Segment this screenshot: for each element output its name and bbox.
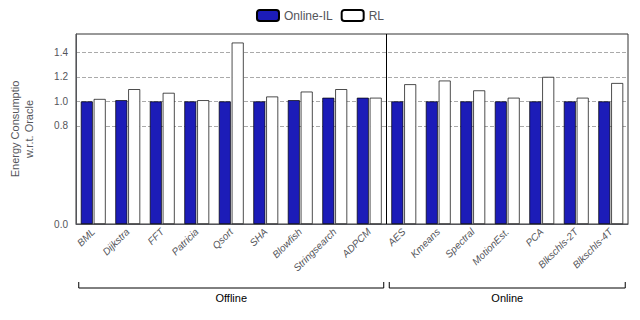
svg-text:Blkschls-4T: Blkschls-4T [570, 225, 615, 270]
svg-text:AES: AES [385, 226, 408, 249]
svg-text:SHA: SHA [247, 226, 270, 249]
svg-text:1.4: 1.4 [54, 47, 68, 58]
svg-text:Dijkstra: Dijkstra [100, 226, 132, 258]
svg-text:Offline: Offline [215, 292, 247, 304]
svg-text:FFT: FFT [145, 225, 166, 246]
svg-text:Blowfish: Blowfish [270, 226, 304, 260]
svg-text:w.r.t. Oracle: w.r.t. Oracle [23, 100, 35, 159]
svg-text:BML: BML [75, 226, 97, 248]
svg-text:MotionEst.: MotionEst. [470, 226, 511, 267]
svg-text:Stringsearch: Stringsearch [291, 226, 339, 274]
svg-text:Qsort: Qsort [210, 225, 236, 251]
svg-text:Online-IL: Online-IL [284, 9, 333, 23]
svg-text:Energy Consumptio: Energy Consumptio [9, 81, 21, 178]
svg-text:Kmeans: Kmeans [408, 226, 442, 260]
svg-text:PCA: PCA [523, 226, 546, 249]
svg-text:1.2: 1.2 [54, 71, 68, 82]
svg-text:0.8: 0.8 [54, 120, 68, 131]
svg-text:Online: Online [491, 292, 523, 304]
svg-text:Patricia: Patricia [169, 226, 201, 258]
svg-text:0.0: 0.0 [54, 219, 68, 230]
svg-text:Blkschls-2T: Blkschls-2T [535, 226, 581, 271]
svg-text:RL: RL [369, 9, 385, 23]
svg-text:1.0: 1.0 [54, 96, 68, 107]
svg-text:ADPCM: ADPCM [339, 226, 373, 260]
svg-text:Spectral: Spectral [443, 226, 477, 260]
